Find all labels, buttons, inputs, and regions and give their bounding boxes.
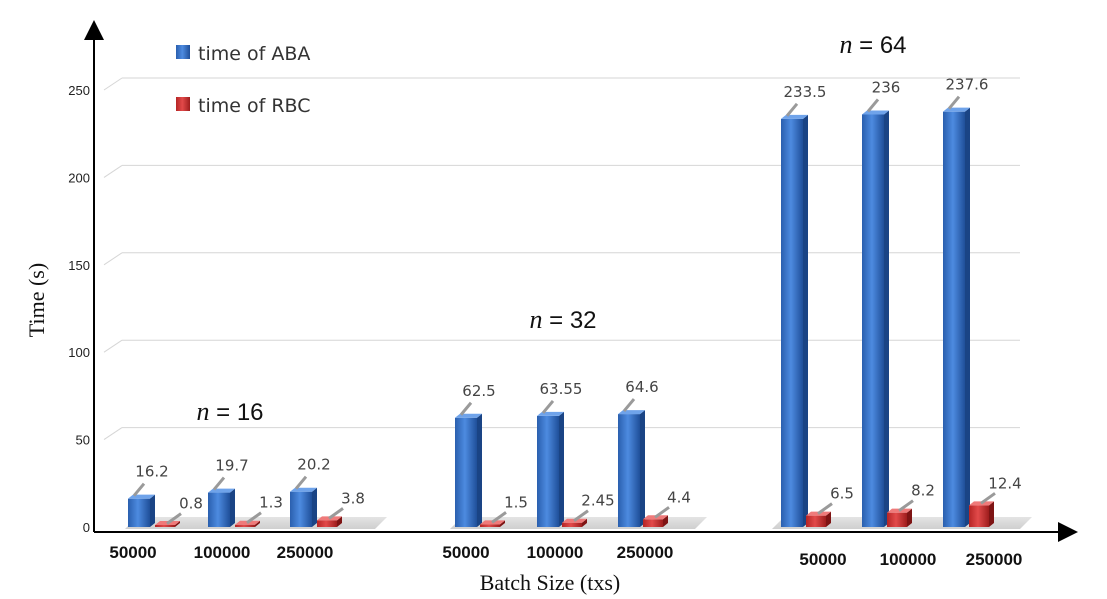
value-label-aba: 62.5: [462, 382, 495, 400]
x-tick-label: 100000: [194, 543, 251, 562]
y-tick-label: 250: [68, 83, 90, 98]
group-label: n = 16: [196, 397, 263, 426]
legend: time of ABA time of RBC: [176, 43, 311, 117]
y-axis-ticks: 0 50 100 150 200 250: [68, 83, 90, 535]
legend-swatch-rbc: [176, 97, 190, 111]
gridline-diag: [103, 427, 123, 441]
group-label-var: n: [196, 397, 209, 426]
label-leader: [622, 398, 636, 413]
label-leader: [980, 492, 996, 505]
bar-aba: [781, 114, 808, 527]
x-tick-label: 50000: [109, 543, 156, 562]
label-leader: [459, 401, 473, 416]
label-leader: [654, 506, 670, 519]
label-leader: [866, 98, 880, 113]
x-tick-label: 50000: [799, 550, 846, 569]
group-label-value: = 64: [852, 32, 906, 59]
x-axis-label: Batch Size (txs): [480, 570, 621, 595]
value-label-aba: 20.2: [297, 456, 330, 474]
value-labels: 16.2 19.7 20.2 0.8 1.3 3.8 62.5 63.55 64.6 1.5 2.4…: [132, 76, 1022, 525]
x-tick-labels: 50000 100000 250000 50000 100000 250000 50000 1…: [109, 543, 1022, 569]
y-tick-label: 0: [83, 520, 90, 535]
x-tick-label: 100000: [880, 550, 937, 569]
x-tick-label: 50000: [442, 543, 489, 562]
group-label: n = 64: [839, 30, 906, 59]
bar-aba: [128, 494, 155, 527]
label-leader: [246, 511, 262, 524]
y-tick-label: 50: [76, 433, 90, 448]
legend-swatch-aba: [176, 45, 190, 59]
label-leader: [166, 512, 182, 525]
group-labels: n = 16n = 32n = 64: [196, 30, 906, 426]
gridline-diag: [103, 164, 123, 178]
label-leader: [573, 509, 589, 522]
y-tick-label: 150: [68, 258, 90, 273]
label-leader: [898, 499, 914, 512]
value-label-aba: 19.7: [215, 457, 248, 475]
label-leader: [491, 511, 507, 524]
value-label-rbc: 1.3: [259, 494, 283, 512]
bar-aba: [290, 487, 317, 527]
bar-rbc: [887, 508, 912, 527]
bar-aba: [943, 107, 970, 527]
value-label-rbc: 2.45: [581, 492, 614, 510]
group-label-var: n: [839, 30, 852, 59]
x-tick-label: 100000: [527, 543, 584, 562]
label-leader: [294, 475, 308, 490]
bar-aba: [618, 410, 645, 527]
y-tick-label: 100: [68, 345, 90, 360]
value-label-rbc: 12.4: [988, 474, 1021, 492]
bar-aba: [455, 413, 482, 527]
group-label: n = 32: [529, 305, 596, 334]
y-axis-label: Time (s): [24, 263, 49, 337]
value-label-aba: 64.6: [625, 378, 658, 396]
gridline-diag: [103, 339, 123, 353]
label-leader: [328, 507, 344, 520]
legend-label-rbc: time of RBC: [198, 95, 311, 117]
x-tick-label: 250000: [617, 543, 674, 562]
value-label-aba: 63.55: [540, 380, 583, 398]
value-label-rbc: 6.5: [830, 485, 854, 503]
gridline-diag: [103, 77, 123, 91]
value-label-aba: 236: [872, 78, 901, 96]
bar-aba: [208, 488, 235, 527]
value-label-aba: 233.5: [784, 83, 827, 101]
bar-aba: [862, 110, 889, 528]
bar-rbc: [806, 511, 831, 527]
value-label-rbc: 3.8: [341, 489, 365, 507]
gridline-diag: [103, 252, 123, 266]
label-leader: [947, 95, 961, 110]
legend-label-aba: time of ABA: [198, 43, 310, 65]
group-label-value: = 32: [542, 307, 596, 334]
value-label-rbc: 1.5: [504, 493, 528, 511]
value-label-rbc: 0.8: [179, 495, 203, 513]
label-leader: [541, 399, 555, 414]
value-label-aba: 16.2: [135, 463, 168, 481]
label-leader: [817, 502, 833, 515]
value-label-aba: 237.6: [946, 76, 989, 94]
value-label-rbc: 4.4: [667, 488, 691, 506]
bars: [128, 107, 994, 528]
label-leader: [132, 482, 146, 497]
x-tick-label: 250000: [277, 543, 334, 562]
label-leader: [212, 476, 226, 491]
y-tick-label: 200: [68, 170, 90, 185]
x-tick-label: 250000: [966, 550, 1023, 569]
group-label-var: n: [529, 305, 542, 334]
value-label-rbc: 8.2: [911, 482, 935, 500]
group-label-value: = 16: [209, 399, 263, 426]
label-leader: [785, 102, 799, 117]
bar-aba: [537, 411, 564, 527]
bar-rbc: [969, 501, 994, 527]
